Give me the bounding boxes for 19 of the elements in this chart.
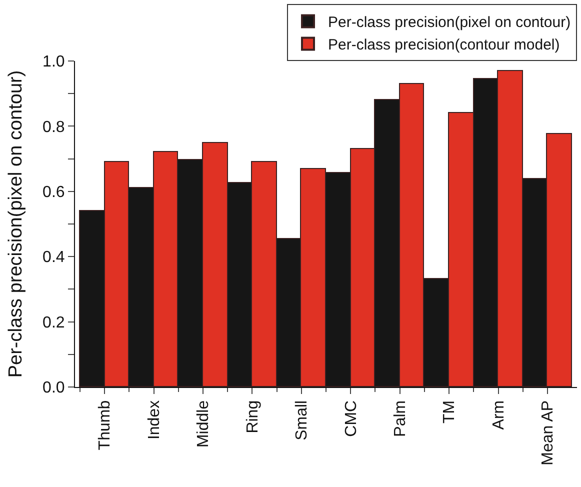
y-tick-label: 0.0 [42,380,65,397]
legend-label: Per-class precision(contour model) [328,36,560,54]
legend-label: Per-class precision(pixel on contour) [328,14,571,32]
y-axis-title: Per-class precision(pixel on contour) [5,70,26,378]
x-tick-label: Mean AP [540,400,557,466]
y-tick-label: 0.4 [42,249,65,266]
x-tick-label: CMC [342,400,360,437]
y-tick-label: 0.6 [42,184,65,201]
x-tick-label: Palm [392,400,410,437]
y-tick-label: 1.0 [42,54,65,71]
y-tick-label: 0.2 [42,314,65,332]
x-tick-label: TM [441,400,458,424]
y-tick-label: 0.8 [42,118,65,136]
x-tick-label: Thumb [96,400,114,450]
x-tick-label: Index [146,400,163,440]
x-tick-label: Arm [490,400,508,430]
x-tick-label: Middle [195,400,212,448]
x-tick-label: Small [294,400,311,440]
x-tick-label: Ring [244,400,262,434]
